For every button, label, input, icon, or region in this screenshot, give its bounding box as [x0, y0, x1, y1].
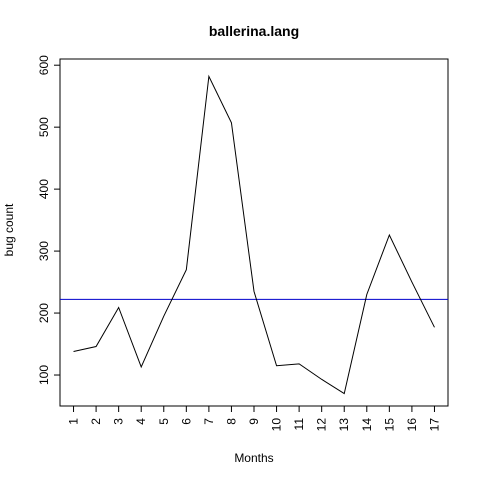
series-line [73, 74, 435, 395]
x-tick-label: 8 [224, 418, 238, 425]
x-tick-label: 4 [134, 418, 148, 425]
x-tick-label: 13 [337, 418, 351, 432]
x-tick-label: 7 [202, 418, 216, 425]
x-tick-label: 15 [382, 418, 396, 432]
x-tick-label: 14 [360, 418, 374, 432]
x-axis: 1 2 3 4 5 6 7 8 9 10 11 12 13 14 15 16 17 [67, 406, 441, 432]
y-tick-label: 500 [37, 117, 51, 137]
x-tick-label: 10 [270, 418, 284, 432]
x-axis-label: Months [234, 451, 273, 465]
y-tick-label: 600 [37, 55, 51, 75]
x-tick-label: 1 [67, 418, 81, 425]
y-axis: 100 200 300 400 500 600 [37, 55, 60, 385]
x-tick-label: 2 [89, 418, 103, 425]
y-tick-label: 400 [37, 179, 51, 199]
x-tick-label: 17 [427, 418, 441, 432]
x-tick-label: 3 [112, 418, 126, 425]
plot-area [59, 58, 449, 407]
y-tick-label: 100 [37, 365, 51, 385]
x-tick-label: 9 [247, 418, 261, 425]
x-tick-label: 12 [315, 418, 329, 432]
y-axis-label: bug count [2, 203, 16, 256]
y-tick-label: 200 [37, 303, 51, 323]
x-tick-label: 16 [405, 418, 419, 432]
x-tick-label: 5 [157, 418, 171, 425]
y-tick-label: 300 [37, 241, 51, 261]
x-tick-label: 6 [179, 418, 193, 425]
chart-title: ballerina.lang [209, 23, 299, 39]
x-tick-label: 11 [292, 418, 306, 431]
plot-frame [59, 58, 449, 407]
